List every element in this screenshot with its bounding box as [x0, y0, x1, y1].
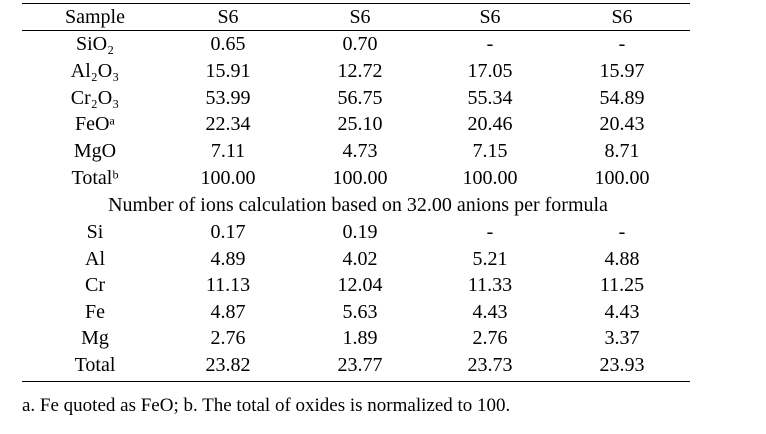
- value-cell: 12.72: [337, 59, 383, 82]
- value-cell: 1.89: [342, 327, 378, 349]
- header-cell: Sample: [65, 6, 125, 28]
- row-label: FeOᵃ: [75, 113, 115, 136]
- value-cell: 7.15: [472, 140, 508, 163]
- value-cell: -: [486, 221, 494, 243]
- value-cell: -: [618, 33, 626, 55]
- value-cell: 8.71: [604, 140, 640, 163]
- value-cell: -: [618, 221, 626, 243]
- value-cell: 100.00: [462, 167, 518, 189]
- value-cell: 4.73: [342, 140, 378, 163]
- value-cell: 12.04: [337, 274, 383, 296]
- value-cell: 11.33: [467, 274, 513, 296]
- value-cell: 15.97: [599, 59, 645, 82]
- value-cell: 4.89: [210, 247, 246, 270]
- row-label: Cr₂O₃: [70, 86, 120, 109]
- value-cell: 23.73: [467, 353, 513, 376]
- value-cell: -: [486, 33, 494, 55]
- row-label: Totalᵇ: [71, 167, 119, 189]
- value-cell: 0.65: [210, 33, 246, 55]
- row-label: MgO: [73, 140, 117, 163]
- value-cell: 20.43: [599, 113, 645, 136]
- header-cell: S6: [349, 6, 371, 28]
- value-cell: 23.93: [599, 353, 645, 376]
- top-rule: [22, 3, 690, 4]
- row-label: Al: [85, 247, 105, 270]
- header-cell: S6: [611, 6, 633, 28]
- header-rule: [22, 30, 690, 31]
- value-cell: 20.46: [467, 113, 513, 136]
- value-cell: 15.91: [205, 59, 251, 82]
- row-label: Cr: [85, 274, 105, 296]
- value-cell: 5.63: [342, 300, 378, 323]
- value-cell: 17.05: [467, 59, 513, 82]
- header-cell: S6: [217, 6, 239, 28]
- value-cell: 25.10: [337, 113, 383, 136]
- row-label: Fe: [85, 300, 105, 323]
- value-cell: 3.37: [604, 327, 640, 349]
- value-cell: 7.11: [210, 140, 246, 163]
- value-cell: 11.25: [599, 274, 645, 296]
- value-cell: 5.21: [472, 247, 508, 270]
- value-cell: 0.19: [342, 221, 378, 243]
- row-label: Si: [86, 221, 104, 243]
- value-cell: 56.75: [337, 86, 383, 109]
- value-cell: 23.82: [205, 353, 251, 376]
- bottom-rule: [22, 381, 690, 382]
- value-cell: 4.87: [210, 300, 246, 323]
- row-label: Al₂O₃: [70, 59, 120, 82]
- value-cell: 4.43: [472, 300, 508, 323]
- footnote: a. Fe quoted as FeO; b. The total of oxi…: [22, 395, 511, 416]
- value-cell: 4.43: [604, 300, 640, 323]
- value-cell: 2.76: [210, 327, 246, 349]
- row-label: Total: [74, 353, 116, 376]
- row-label: Mg: [81, 327, 109, 349]
- header-cell: S6: [479, 6, 501, 28]
- value-cell: 22.34: [205, 113, 251, 136]
- value-cell: 53.99: [205, 86, 251, 109]
- value-cell: 100.00: [200, 167, 256, 189]
- value-cell: 55.34: [467, 86, 513, 109]
- value-cell: 4.02: [342, 247, 378, 270]
- value-cell: 23.77: [337, 353, 383, 376]
- value-cell: 100.00: [594, 167, 650, 189]
- value-cell: 0.17: [210, 221, 246, 243]
- value-cell: 0.70: [342, 33, 378, 55]
- value-cell: 2.76: [472, 327, 508, 349]
- value-cell: 100.00: [332, 167, 388, 189]
- value-cell: 11.13: [205, 274, 251, 296]
- section-title: Number of ions calculation based on 32.0…: [108, 194, 608, 216]
- row-label: SiO₂: [75, 33, 115, 55]
- value-cell: 54.89: [599, 86, 645, 109]
- value-cell: 4.88: [604, 247, 640, 270]
